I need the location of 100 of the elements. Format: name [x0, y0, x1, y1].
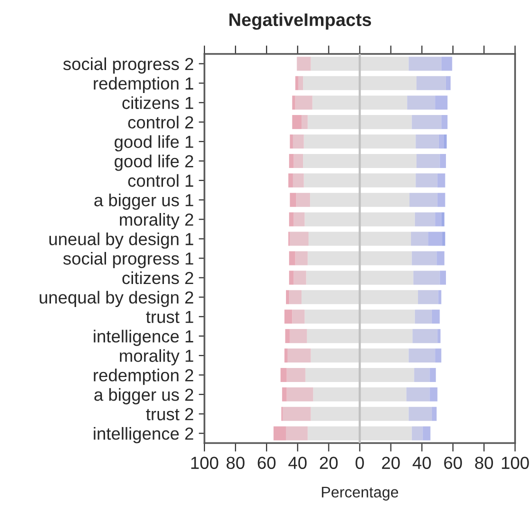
bar	[360, 56, 409, 71]
bar	[422, 426, 430, 440]
bar	[416, 154, 440, 168]
bar	[446, 76, 451, 90]
bar	[308, 115, 360, 130]
y-tick-label: morality 1	[120, 349, 194, 366]
y-tick-label: a bigger us 2	[94, 388, 194, 404]
bar	[296, 192, 310, 207]
bar	[289, 251, 296, 266]
bar	[440, 154, 446, 168]
bar	[444, 134, 447, 149]
bar	[440, 270, 446, 285]
bar	[437, 329, 441, 344]
bar	[360, 426, 412, 440]
bar	[292, 310, 305, 324]
bar	[408, 348, 436, 363]
bar	[286, 290, 290, 304]
bar	[412, 115, 442, 130]
bar	[274, 426, 286, 440]
bar	[406, 387, 430, 402]
bar	[292, 96, 296, 110]
bar	[408, 56, 442, 71]
bar	[304, 134, 360, 149]
bar	[360, 368, 414, 382]
bar	[432, 406, 437, 421]
bar	[408, 406, 432, 421]
bar	[305, 368, 360, 382]
bar	[360, 406, 409, 421]
bar	[286, 387, 314, 402]
bar	[412, 251, 437, 266]
chart-title: NegativeImpacts	[229, 12, 372, 30]
x-tick-label: 60	[258, 456, 276, 470]
bar	[308, 251, 360, 266]
x-tick-label: 40	[288, 456, 307, 470]
y-tick-label: good life 2	[114, 154, 194, 171]
bar	[411, 232, 428, 246]
y-tick-label: citizens 1	[122, 96, 194, 110]
x-tick-label: 100	[191, 456, 218, 470]
bar	[289, 212, 294, 226]
bar	[313, 387, 360, 402]
bar	[412, 426, 423, 440]
bar	[280, 368, 287, 382]
bar	[413, 270, 440, 285]
bar	[306, 329, 360, 344]
bar	[286, 368, 306, 382]
bar	[290, 134, 293, 149]
bar	[441, 56, 452, 71]
bar	[308, 426, 360, 440]
bar	[360, 173, 416, 188]
y-tick-label: citizens 2	[122, 271, 194, 284]
bar	[288, 348, 311, 363]
bar	[295, 76, 298, 90]
bar	[438, 290, 442, 304]
bar	[441, 212, 444, 226]
bar	[310, 406, 360, 421]
bar	[436, 251, 444, 266]
bar	[360, 251, 412, 266]
bar	[294, 212, 305, 226]
bar	[303, 76, 360, 90]
bar	[432, 310, 440, 324]
bar	[289, 270, 294, 285]
bar	[296, 56, 311, 71]
y-tick-label: good life 1	[114, 135, 194, 152]
y-tick-label: intelligence 1	[94, 330, 194, 346]
x-axis-title: Percentage	[322, 486, 398, 501]
bar	[292, 115, 302, 130]
bar	[302, 290, 360, 304]
bar	[292, 134, 304, 149]
bar	[298, 76, 304, 90]
x-tick-label: 20	[320, 456, 338, 470]
bar	[304, 310, 360, 324]
bar	[360, 232, 412, 246]
bar	[284, 310, 292, 324]
bar	[295, 96, 312, 110]
x-tick-label: 100	[502, 456, 529, 470]
x-tick-label: 40	[412, 456, 431, 470]
y-tick-label: trust 2	[146, 408, 194, 420]
bar	[360, 290, 418, 304]
bar	[360, 387, 406, 402]
bar	[306, 270, 360, 285]
bar	[414, 212, 436, 226]
x-tick-label: 80	[475, 456, 493, 470]
bar	[295, 251, 308, 266]
bar	[437, 173, 446, 188]
bar	[435, 348, 442, 363]
bar	[412, 329, 438, 344]
bar	[285, 329, 290, 344]
y-tick-label: social progress 1	[63, 252, 194, 268]
bar	[414, 310, 432, 324]
bar	[290, 192, 296, 207]
bar	[360, 329, 413, 344]
bar	[284, 348, 288, 363]
bar	[442, 232, 446, 246]
bar	[286, 426, 308, 440]
y-tick-label: redemption 2	[94, 368, 194, 385]
bar	[360, 348, 409, 363]
bar	[289, 290, 302, 304]
bar	[310, 56, 360, 71]
x-tick-label: 60	[444, 456, 462, 470]
bar	[302, 115, 308, 130]
